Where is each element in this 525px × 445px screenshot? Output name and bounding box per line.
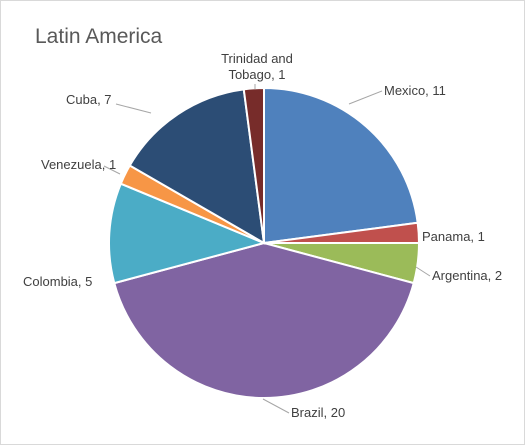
pie-slice-cuba bbox=[128, 88, 266, 245]
pie-slices bbox=[107, 86, 421, 400]
data-label-trinidad-and-tobago: Trinidad and Tobago, 1 bbox=[221, 51, 293, 82]
leader-line-brazil bbox=[262, 398, 290, 414]
pie-slice-trinidad-and-tobago bbox=[242, 86, 265, 244]
data-label-brazil: Brazil, 20 bbox=[291, 405, 345, 420]
data-label-argentina: Argentina, 2 bbox=[432, 268, 502, 283]
chart-title: Latin America bbox=[35, 25, 163, 48]
leader-line-venezuela bbox=[103, 165, 121, 175]
data-label-colombia: Colombia, 5 bbox=[23, 274, 92, 289]
data-label-panama: Panama, 1 bbox=[422, 229, 485, 244]
leader-line-argentina bbox=[415, 266, 431, 277]
leader-line-cuba bbox=[115, 103, 152, 114]
pie-slice-brazil bbox=[113, 241, 415, 400]
data-label-mexico: Mexico, 11 bbox=[384, 83, 446, 98]
leader-lines bbox=[103, 84, 431, 414]
slice-labels: Mexico, 11 Panama, 1 Argentina, 2 Brazil, 2… bbox=[23, 51, 502, 420]
data-label-venezuela: Venezuela, 1 bbox=[41, 157, 116, 172]
data-label-cuba: Cuba, 7 bbox=[66, 92, 112, 107]
pie-slice-colombia bbox=[107, 182, 268, 285]
pie-slice-mexico bbox=[263, 86, 419, 245]
leader-line-mexico bbox=[348, 90, 383, 105]
